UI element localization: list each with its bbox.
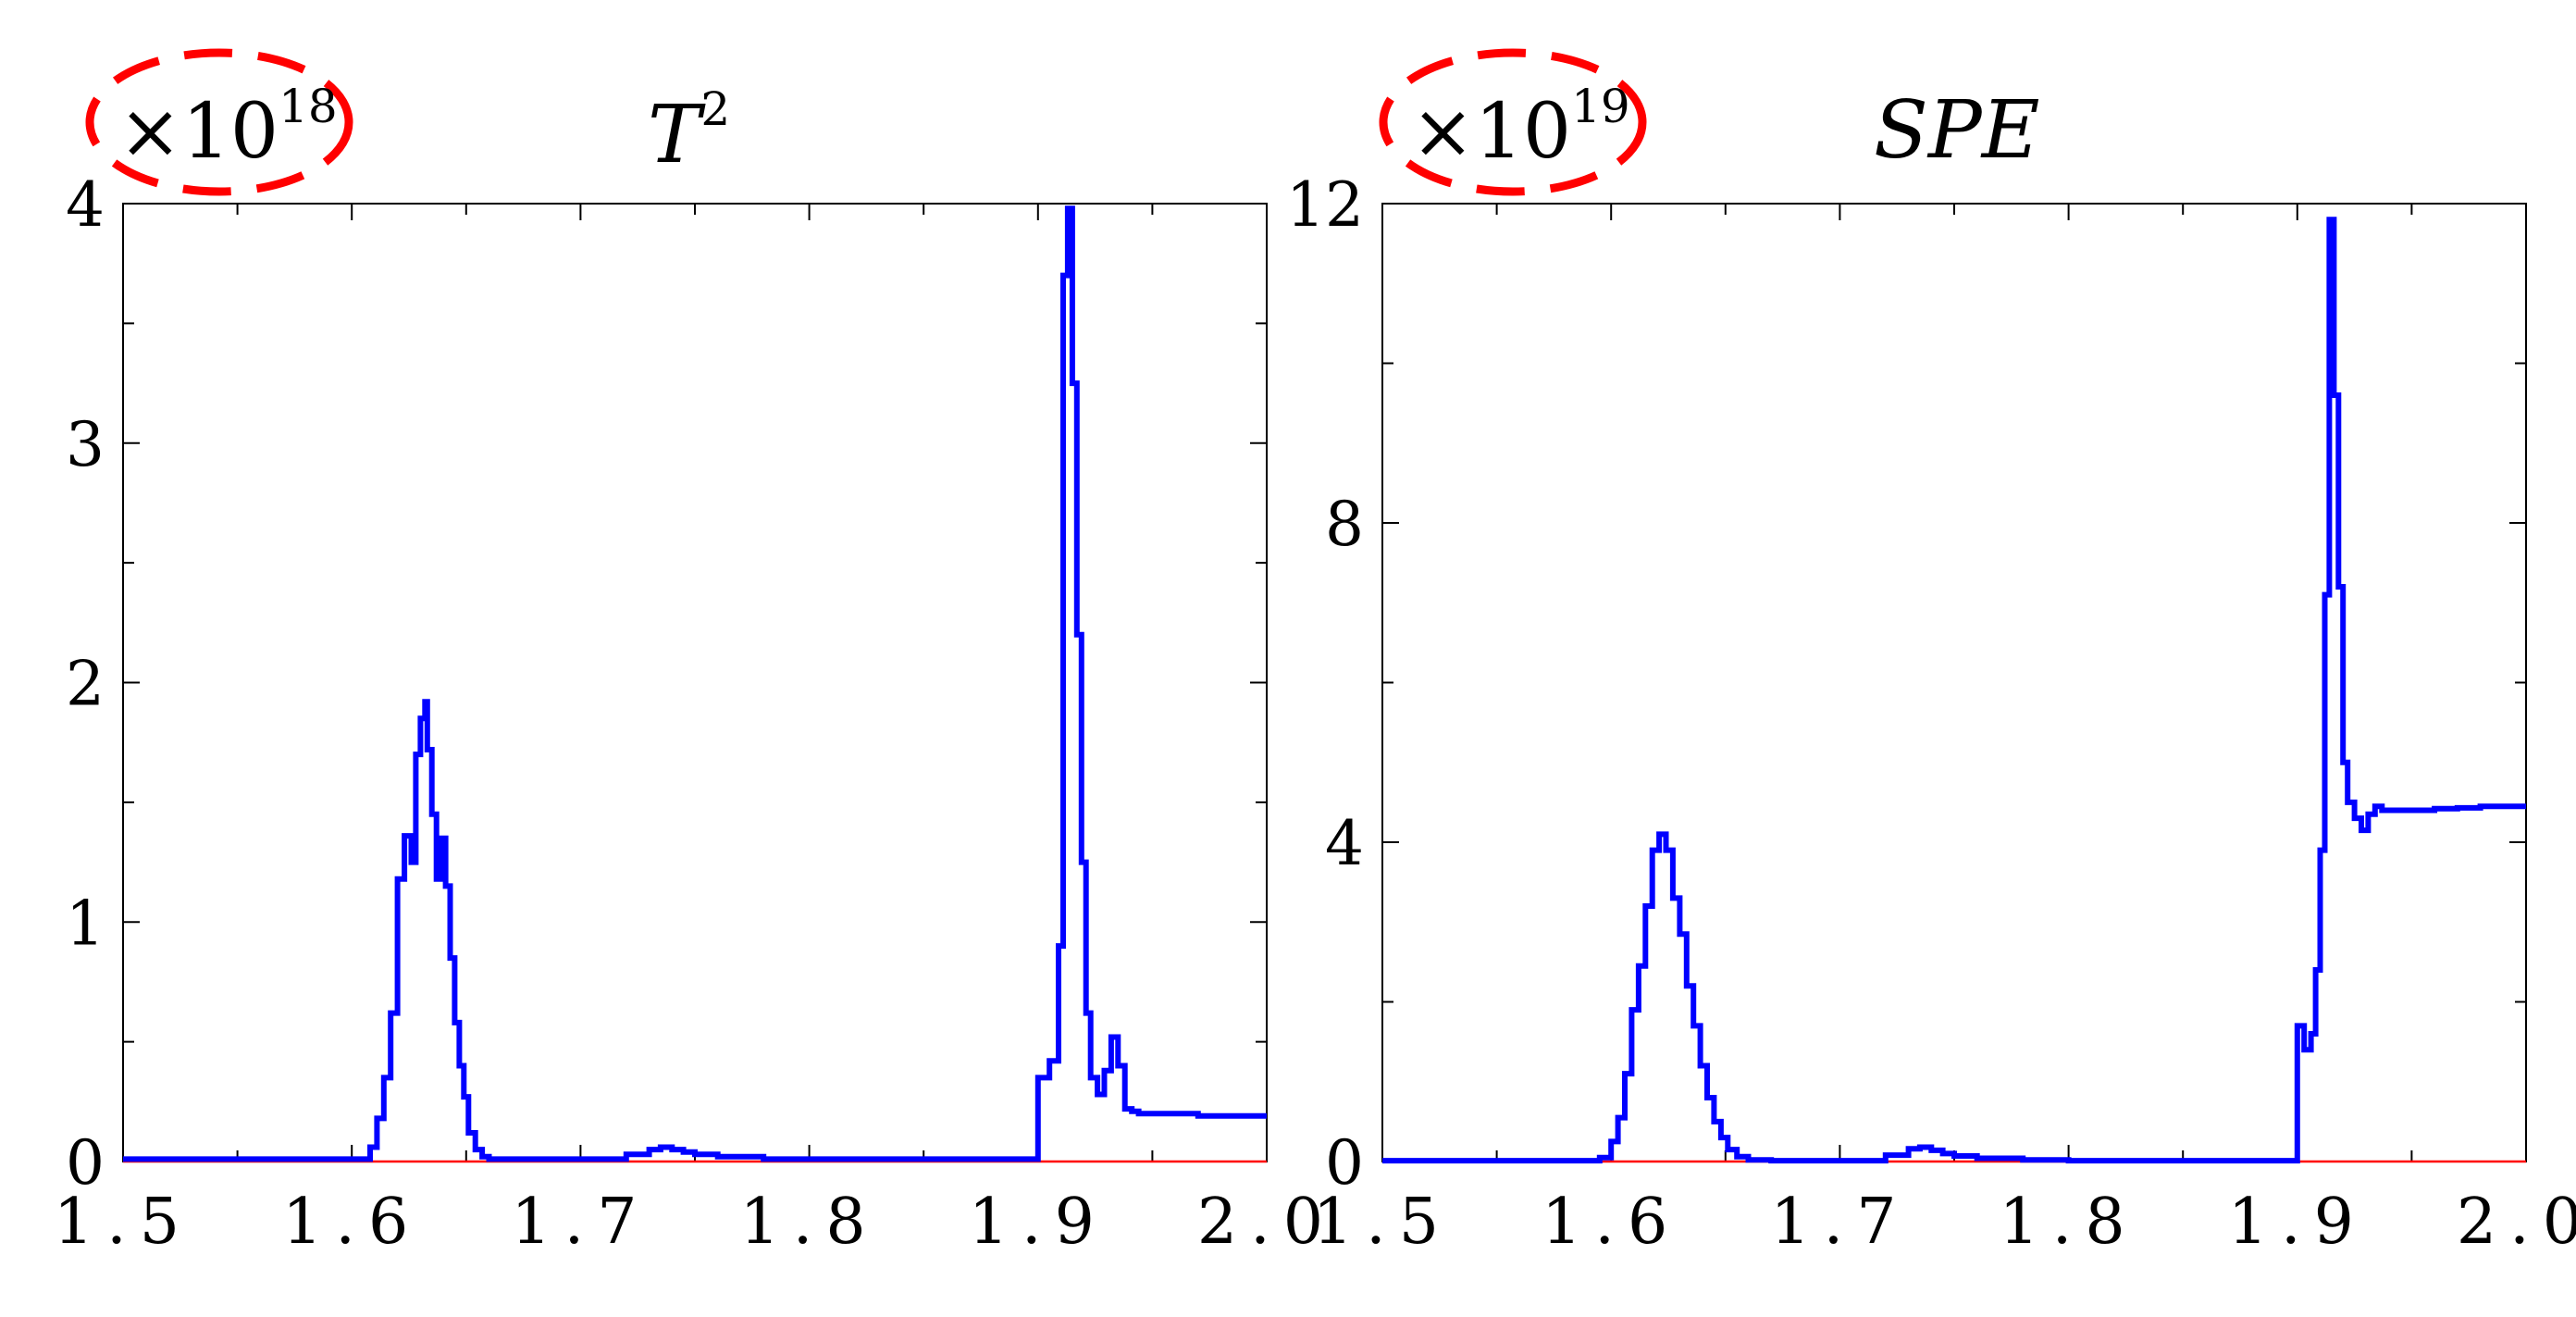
spe-multiplier-exponent: 19	[1571, 80, 1630, 133]
spe-multiplier-marker	[1379, 48, 1647, 196]
t2-y-tick-label: 1	[66, 888, 105, 959]
t2-title-main: T	[648, 89, 706, 181]
t2-x-tick-label: 1.5	[54, 1186, 192, 1259]
spe-chart-title: SPE	[1874, 84, 2040, 177]
spe-multiplier-base: ×10	[1411, 88, 1571, 176]
spe-y-tick-label: 12	[1286, 169, 1364, 241]
spe-axis-ticks	[1381, 203, 2527, 1162]
t2-x-tick-label: 1.8	[740, 1186, 879, 1259]
spe-x-tick-label: 1.7	[1770, 1186, 1909, 1259]
t2-title-superscript: 2	[700, 82, 730, 136]
t2-axis-ticks	[122, 203, 1268, 1162]
spe-y-tick-label: 0	[1325, 1127, 1364, 1199]
spe-x-tick-label: 2.0	[2457, 1186, 2576, 1259]
spe-x-tick-label: 1.8	[2000, 1186, 2138, 1259]
spe-x-tick-label: 1.5	[1313, 1186, 1452, 1259]
t2-y-tick-label: 0	[66, 1127, 105, 1199]
t2-y-tick-label: 4	[66, 169, 105, 241]
spe-x-tick-label: 1.6	[1542, 1186, 1680, 1259]
t2-y-tick-label: 2	[66, 649, 105, 720]
t2-chart-title: T2	[648, 82, 730, 181]
spe-x-tick-label: 1.9	[2228, 1186, 2367, 1259]
t2-x-tick-label: 1.6	[282, 1186, 421, 1259]
t2-multiplier-exponent: 18	[279, 80, 338, 133]
spe-y-tick-label: 4	[1325, 808, 1364, 879]
t2-x-tick-label: 1.9	[969, 1186, 1108, 1259]
spe-title-main: SPE	[1874, 84, 2040, 177]
spe-statistic-series	[1382, 217, 2526, 1164]
t2-statistic-series	[123, 205, 1267, 1162]
t2-multiplier-marker	[85, 48, 353, 196]
spe-multiplier: ×1019	[1411, 80, 1630, 176]
spe-x-axis: 1.5 1.6 1.7 1.8 1.9 2.0	[1313, 1186, 2576, 1259]
t2-x-axis: 1.5 1.6 1.7 1.8 1.9 2.0	[54, 1186, 1336, 1259]
spe-y-tick-label: 8	[1325, 489, 1364, 560]
spe-plot-frame	[1381, 203, 2527, 1162]
t2-multiplier: ×1018	[118, 80, 338, 176]
t2-x-tick-label: 2.0	[1197, 1186, 1336, 1259]
spe-chart-panel: ×1019 SPE 0 4 8 12 1.5 1.6 1.7 1.8 1.9 2.0	[1286, 48, 2576, 1259]
t2-x-tick-label: 1.7	[511, 1186, 650, 1259]
spe-y-axis: 0 4 8 12	[1286, 169, 1364, 1199]
t2-plot-frame	[122, 203, 1268, 1162]
t2-multiplier-base: ×10	[118, 88, 279, 176]
t2-y-tick-label: 3	[66, 409, 105, 480]
t2-y-axis: 0 1 2 3 4	[66, 169, 105, 1199]
